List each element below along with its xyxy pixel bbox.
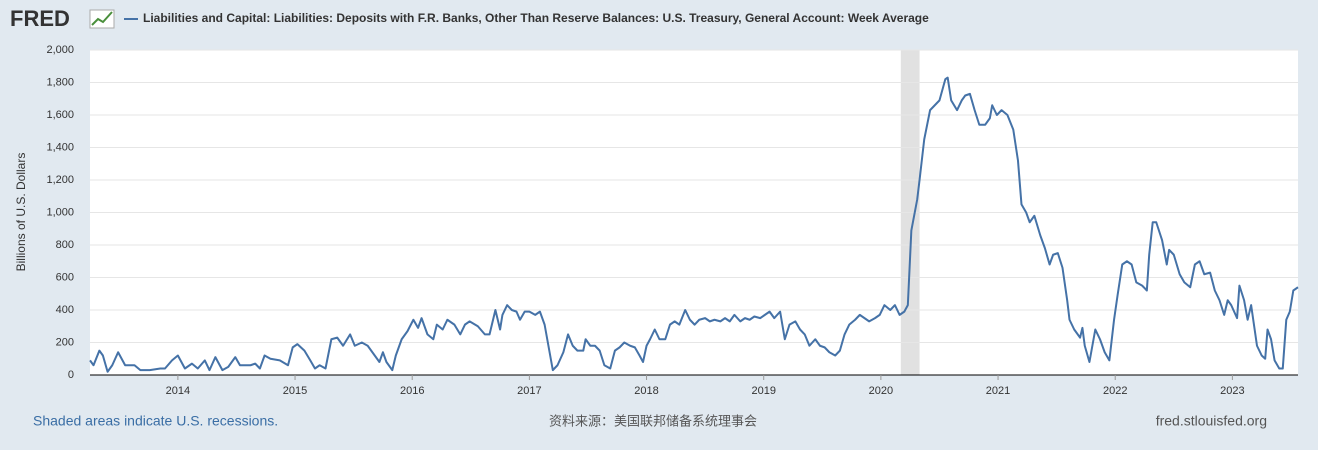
y-tick-label: 600 (56, 271, 74, 283)
x-tick-label: 2020 (869, 385, 893, 397)
y-tick-label: 1,800 (46, 76, 74, 88)
series-line (89, 76, 1299, 373)
y-tick-label: 200 (56, 336, 74, 348)
x-tick-label: 2021 (986, 385, 1010, 397)
y-tick-label: 1,000 (46, 206, 74, 218)
logo-icon (89, 9, 115, 29)
y-tick-label: 1,400 (46, 141, 74, 153)
y-tick-label: 400 (56, 304, 74, 316)
y-tick-label: 1,600 (46, 109, 74, 121)
legend-label: Liabilities and Capital: Liabilities: De… (143, 11, 929, 25)
x-tick-label: 2022 (1103, 385, 1127, 397)
y-tick-label: 800 (56, 239, 74, 251)
x-tick-label: 2017 (517, 385, 541, 397)
source: 资料来源：美国联邦储备系统理事会 (549, 413, 757, 428)
site-link[interactable]: fred.stlouisfed.org (1156, 413, 1267, 429)
y-tick-label: 1,200 (46, 174, 74, 186)
logo[interactable]: FRED (10, 6, 70, 31)
x-tick-label: 2023 (1220, 385, 1244, 397)
x-tick-label: 2019 (751, 385, 775, 397)
y-tick-label: 2,000 (46, 44, 74, 56)
recession-note: Shaded areas indicate U.S. recessions. (33, 413, 278, 429)
x-tick-label: 2015 (283, 385, 307, 397)
y-tick-label: 0 (68, 369, 74, 381)
x-tick-label: 2014 (166, 385, 190, 397)
y-axis-label: Billions of U.S. Dollars (14, 153, 28, 272)
x-tick-label: 2018 (634, 385, 658, 397)
x-tick-label: 2016 (400, 385, 424, 397)
